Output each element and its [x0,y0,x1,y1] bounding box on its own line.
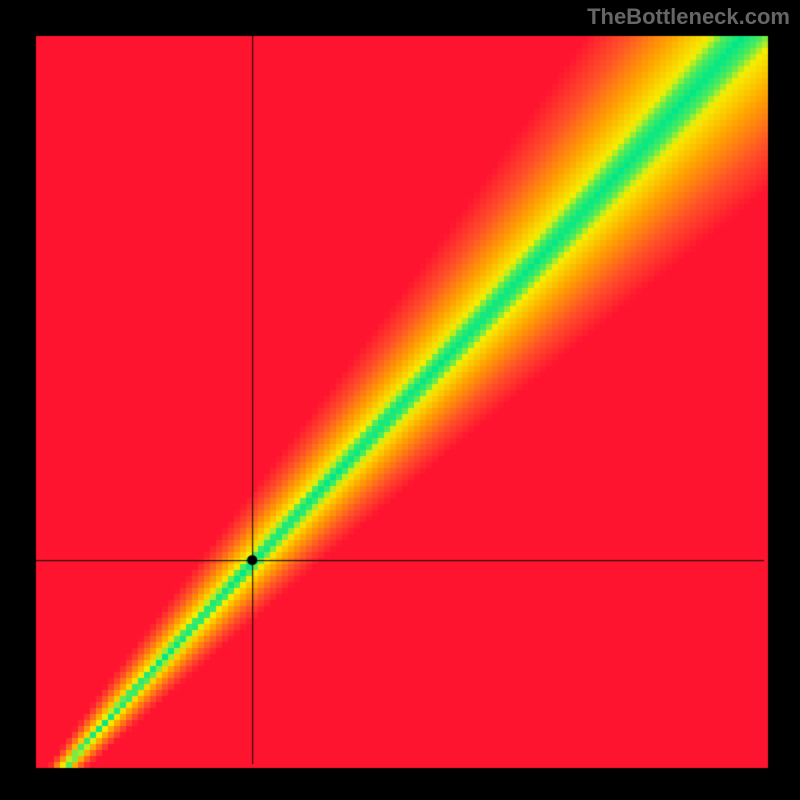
chart-container: TheBottleneck.com [0,0,800,800]
heatmap-canvas [0,0,800,800]
watermark-text: TheBottleneck.com [587,4,790,30]
